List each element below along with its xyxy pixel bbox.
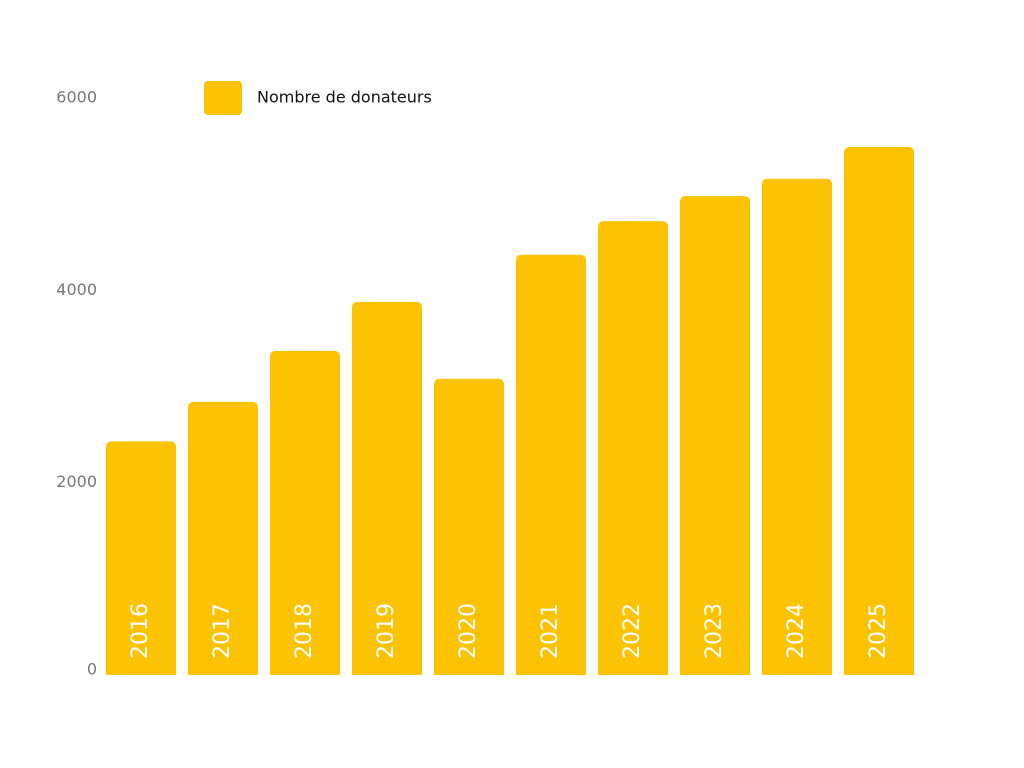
- x-tick-label: 2022: [620, 603, 645, 659]
- y-tick-label: 4000: [56, 280, 97, 299]
- x-tick-label: 2025: [866, 603, 891, 659]
- x-tick-label: 2019: [374, 603, 399, 659]
- x-tick-label: 2017: [210, 603, 235, 659]
- y-tick-label: 2000: [56, 472, 97, 491]
- x-tick-label: 2023: [702, 603, 727, 659]
- x-tick-label: 2021: [538, 603, 563, 659]
- bar: [598, 221, 668, 676]
- x-tick-label: 2018: [292, 603, 317, 659]
- bar: [352, 301, 422, 675]
- legend-swatch: [204, 81, 242, 115]
- x-tick-label: 2024: [784, 603, 809, 659]
- bar: [516, 254, 586, 676]
- bar: [188, 401, 258, 675]
- y-tick-label: 0: [87, 660, 97, 679]
- bar: [106, 441, 176, 675]
- legend-label: Nombre de donateurs: [257, 88, 432, 107]
- bar: [270, 350, 340, 675]
- bar: [762, 178, 832, 675]
- bar: [434, 378, 504, 675]
- x-tick-label: 2016: [128, 603, 153, 659]
- y-tick-label: 6000: [56, 88, 97, 107]
- x-tick-label: 2020: [456, 603, 481, 659]
- bar: [844, 147, 914, 676]
- bar: [680, 196, 750, 675]
